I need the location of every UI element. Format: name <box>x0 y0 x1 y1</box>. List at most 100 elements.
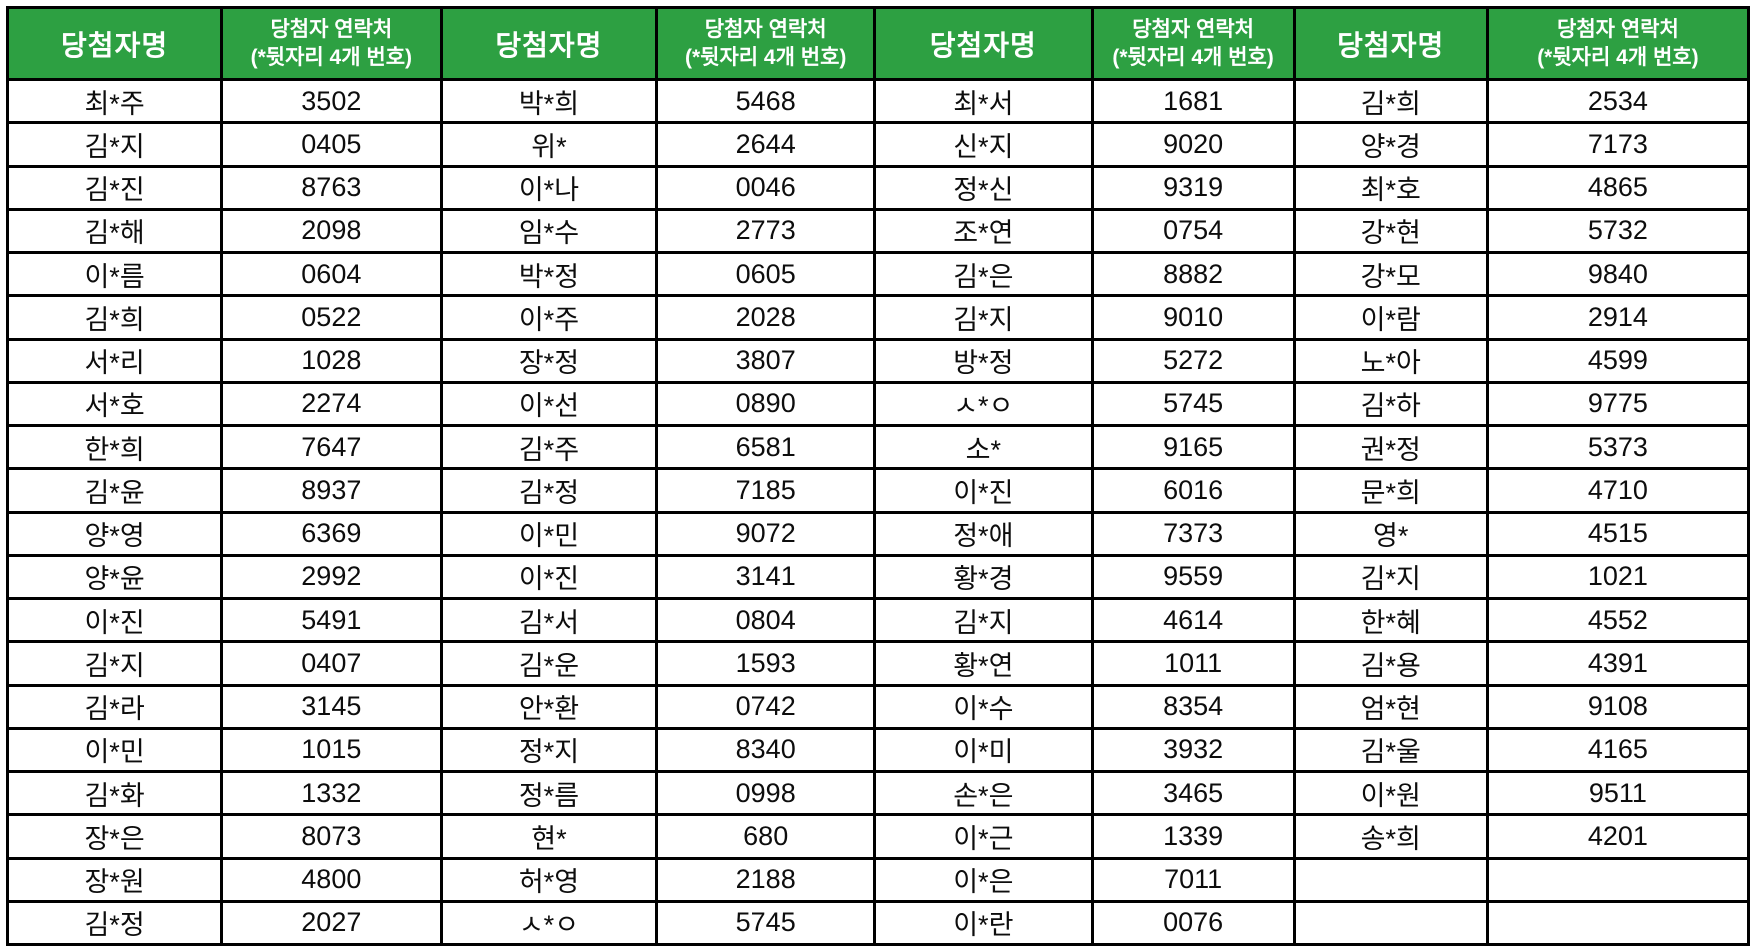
header-winner-contact: 당첨자 연락처 (*뒷자리 4개 번호) <box>655 6 876 81</box>
winner-name-cell: 이*미 <box>873 726 1094 774</box>
winner-name-cell: 김*희 <box>5 294 224 341</box>
winner-contact-cell: 5491 <box>220 596 443 644</box>
header-winner-name: 당첨자명 <box>873 6 1094 81</box>
winner-name-cell: 황*경 <box>873 553 1094 601</box>
winner-name-cell: 현* <box>439 813 659 860</box>
winner-contact-cell: 4710 <box>1485 467 1751 514</box>
winner-name-cell: 강*모 <box>1292 250 1489 298</box>
winner-contact-cell: 4515 <box>1485 510 1751 557</box>
winner-contact-cell: 9840 <box>1485 250 1751 298</box>
winner-contact-cell: 1021 <box>1485 553 1751 601</box>
winner-name-cell: 정*신 <box>873 164 1094 211</box>
winner-contact-cell: 0605 <box>655 250 876 298</box>
winner-name-cell: 김*희 <box>1292 77 1489 125</box>
winner-contact-cell: 9319 <box>1090 164 1296 211</box>
table-row: 장*은 8073 현* 680 이*근 1339 송*희 4201 <box>5 813 1751 860</box>
winner-name-cell: 김*지 <box>5 640 224 687</box>
winner-contact-cell: 2028 <box>655 294 876 341</box>
table-row: 장*원 4800 허*영 2188 이*은 7011 <box>5 856 1751 903</box>
winners-table-body: 최*주 3502 박*희 5468 최*서 1681 김*희 2534 김*지 0405 위* 264… <box>5 77 1751 947</box>
winner-contact-cell: 4391 <box>1485 640 1751 687</box>
winner-name-cell: 김*지 <box>873 294 1094 341</box>
winner-contact-cell: 5373 <box>1485 423 1751 471</box>
winner-name-cell: 김*정 <box>439 467 659 514</box>
winner-contact-cell: 6016 <box>1090 467 1296 514</box>
winner-name-cell: 김*운 <box>439 640 659 687</box>
winner-contact-cell: 0522 <box>220 294 443 341</box>
winner-contact-cell: 8763 <box>220 164 443 211</box>
winner-name-cell: ㅅ*ㅇ <box>873 380 1094 428</box>
winner-name-cell: 서*리 <box>5 337 224 384</box>
winner-name-cell: ㅅ*ㅇ <box>439 899 659 947</box>
winner-contact-cell: 1339 <box>1090 813 1296 860</box>
table-row: 김*정 2027 ㅅ*ㅇ 5745 이*란 0076 <box>5 899 1751 947</box>
winner-name-cell: 양*경 <box>1292 121 1489 168</box>
winner-name-cell: 이*진 <box>5 596 224 644</box>
winner-name-cell: 강*현 <box>1292 207 1489 255</box>
winner-contact-cell: 4552 <box>1485 596 1751 644</box>
winner-name-cell: 김*용 <box>1292 640 1489 687</box>
winner-name-cell: 김*하 <box>1292 380 1489 428</box>
winner-contact-cell: 1593 <box>655 640 876 687</box>
header-winner-contact: 당첨자 연락처 (*뒷자리 4개 번호) <box>1090 6 1296 81</box>
winner-contact-cell: 7373 <box>1090 510 1296 557</box>
winner-contact-cell: 5272 <box>1090 337 1296 384</box>
winner-contact-cell: 5468 <box>655 77 876 125</box>
winner-contact-cell: 1681 <box>1090 77 1296 125</box>
winner-contact-cell: 3932 <box>1090 726 1296 774</box>
winner-name-cell: 이*진 <box>439 553 659 601</box>
header-winner-name: 당첨자명 <box>5 6 224 81</box>
winner-contact-cell: 4599 <box>1485 337 1751 384</box>
winner-contact-cell: 9511 <box>1485 769 1751 817</box>
winner-contact-cell: 1015 <box>220 726 443 774</box>
winner-contact-cell: 9108 <box>1485 683 1751 730</box>
winner-name-cell: 김*진 <box>5 164 224 211</box>
header-winner-contact: 당첨자 연락처 (*뒷자리 4개 번호) <box>220 6 443 81</box>
winners-table: 당첨자명 당첨자 연락처 (*뒷자리 4개 번호) 당첨자명 당첨자 연락처 (*뒷자리 … <box>5 6 1751 947</box>
table-row: 서*리 1028 장*정 3807 방*정 5272 노*아 4599 <box>5 337 1751 384</box>
table-row: 서*호 2274 이*선 0890 ㅅ*ㅇ 5745 김*하 9775 <box>5 380 1751 428</box>
winner-name-cell: 최*주 <box>5 77 224 125</box>
table-row: 김*윤 8937 김*정 7185 이*진 6016 문*희 4710 <box>5 467 1751 514</box>
winner-name-cell: 이*수 <box>873 683 1094 730</box>
winner-contact-cell <box>1485 899 1751 947</box>
winner-name-cell <box>1292 856 1489 903</box>
winner-contact-cell: 7173 <box>1485 121 1751 168</box>
winner-name-cell: 김*화 <box>5 769 224 817</box>
winner-contact-cell: 8937 <box>220 467 443 514</box>
winner-contact-cell: 0998 <box>655 769 876 817</box>
winner-name-cell: 조*연 <box>873 207 1094 255</box>
winner-contact-cell: 3807 <box>655 337 876 384</box>
winner-name-cell: 김*서 <box>439 596 659 644</box>
winner-name-cell: 한*희 <box>5 423 224 471</box>
table-row: 이*진 5491 김*서 0804 김*지 4614 한*혜 4552 <box>5 596 1751 644</box>
winner-name-cell: 영* <box>1292 510 1489 557</box>
winner-contact-cell: 5732 <box>1485 207 1751 255</box>
winner-contact-cell: 3141 <box>655 553 876 601</box>
winner-name-cell: 송*희 <box>1292 813 1489 860</box>
header-winner-contact-line2: (*뒷자리 4개 번호) <box>684 45 847 69</box>
winner-name-cell: 김*울 <box>1292 726 1489 774</box>
winner-name-cell: 이*민 <box>5 726 224 774</box>
header-winner-contact-line2: (*뒷자리 4개 번호) <box>1537 45 1699 69</box>
winner-contact-cell: 2773 <box>655 207 876 255</box>
winner-name-cell: 박*정 <box>439 250 659 298</box>
winner-contact-cell: 4165 <box>1485 726 1751 774</box>
winner-name-cell: 김*라 <box>5 683 224 730</box>
header-row: 당첨자명 당첨자 연락처 (*뒷자리 4개 번호) 당첨자명 당첨자 연락처 (*뒷자리 … <box>5 6 1751 81</box>
winner-contact-cell: 8073 <box>220 813 443 860</box>
winner-name-cell: 서*호 <box>5 380 224 428</box>
winner-name-cell: 손*은 <box>873 769 1094 817</box>
winner-name-cell: 소* <box>873 423 1094 471</box>
winner-name-cell: 정*애 <box>873 510 1094 557</box>
winner-name-cell: 김*지 <box>1292 553 1489 601</box>
winner-contact-cell: 2992 <box>220 553 443 601</box>
winner-contact-cell: 2644 <box>655 121 876 168</box>
winner-contact-cell: 2274 <box>220 380 443 428</box>
winner-name-cell: 이*은 <box>873 856 1094 903</box>
winner-contact-cell: 9010 <box>1090 294 1296 341</box>
winner-contact-cell: 6581 <box>655 423 876 471</box>
winner-contact-cell: 0407 <box>220 640 443 687</box>
winner-name-cell: 권*정 <box>1292 423 1489 471</box>
winner-contact-cell: 9020 <box>1090 121 1296 168</box>
